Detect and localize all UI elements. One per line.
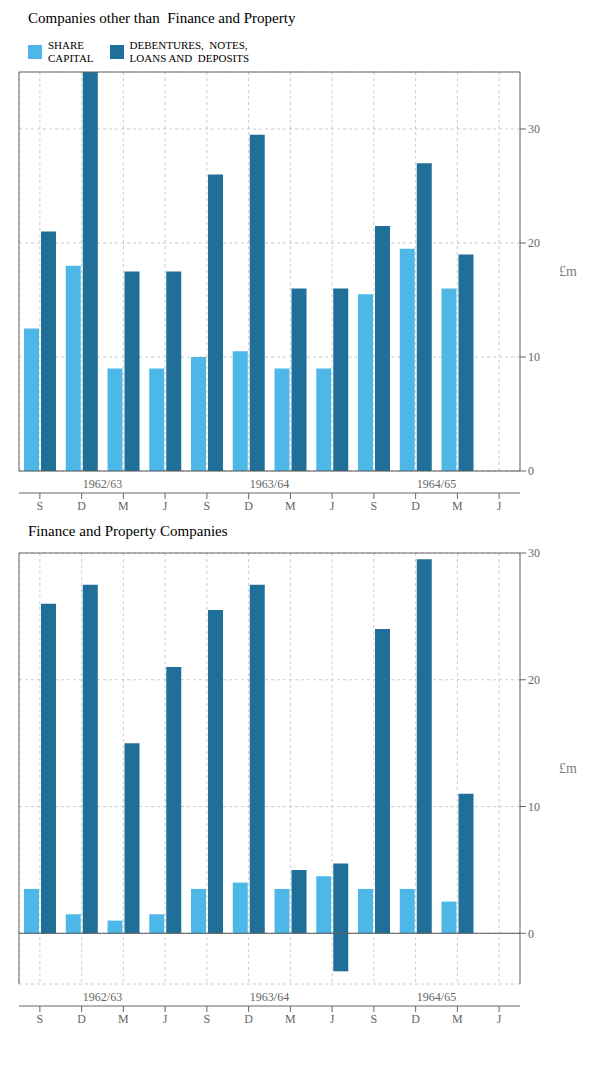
svg-text:S: S <box>371 1012 378 1026</box>
svg-text:20: 20 <box>528 236 540 250</box>
svg-text:1963/64: 1963/64 <box>250 477 289 491</box>
html-text:Finance and Property Companies: Finance and Property Companies <box>28 523 228 539</box>
svg-text:10: 10 <box>528 350 540 364</box>
svg-text:M: M <box>452 499 463 513</box>
svg-text:M: M <box>118 1012 129 1026</box>
html-text:DEBENTURES, NOTES, LOANS AND D: DEBENTURES, NOTES, LOANS AND DEPOSITS <box>129 39 250 64</box>
svg-text:1962/63: 1962/63 <box>83 477 122 491</box>
svg-text:J: J <box>330 1012 335 1026</box>
svg-text:0: 0 <box>528 927 534 941</box>
svg-text:1963/64: 1963/64 <box>250 990 289 1004</box>
svg-text:J: J <box>163 499 168 513</box>
svg-text:D: D <box>77 499 86 513</box>
svg-text:D: D <box>411 1012 420 1026</box>
svg-text:D: D <box>77 1012 86 1026</box>
svg-text:20: 20 <box>528 673 540 687</box>
svg-text:30: 30 <box>528 122 540 136</box>
svg-text:S: S <box>37 499 44 513</box>
svg-text:M: M <box>118 499 129 513</box>
svg-text:J: J <box>163 1012 168 1026</box>
svg-text:J: J <box>330 499 335 513</box>
svg-text:1962/63: 1962/63 <box>83 990 122 1004</box>
html-text:Companies other than Finance a: Companies other than Finance and Propert… <box>28 10 296 26</box>
svg-text:M: M <box>452 1012 463 1026</box>
html-text:SHARE CAPITAL: SHARE CAPITAL <box>48 39 94 64</box>
svg-text:M: M <box>285 1012 296 1026</box>
svg-text:0: 0 <box>528 464 534 478</box>
svg-text:30: 30 <box>528 546 540 560</box>
svg-text:J: J <box>497 1012 502 1026</box>
svg-text:S: S <box>204 499 211 513</box>
svg-text:D: D <box>244 1012 253 1026</box>
svg-text:S: S <box>37 1012 44 1026</box>
svg-text:S: S <box>371 499 378 513</box>
svg-text:£m: £m <box>559 761 577 776</box>
svg-text:1964/65: 1964/65 <box>417 477 456 491</box>
svg-text:1964/65: 1964/65 <box>417 990 456 1004</box>
svg-text:D: D <box>244 499 253 513</box>
svg-text:D: D <box>411 499 420 513</box>
svg-text:£m: £m <box>559 264 577 279</box>
svg-text:S: S <box>204 1012 211 1026</box>
svg-text:10: 10 <box>528 800 540 814</box>
svg-text:M: M <box>285 499 296 513</box>
svg-text:J: J <box>497 499 502 513</box>
